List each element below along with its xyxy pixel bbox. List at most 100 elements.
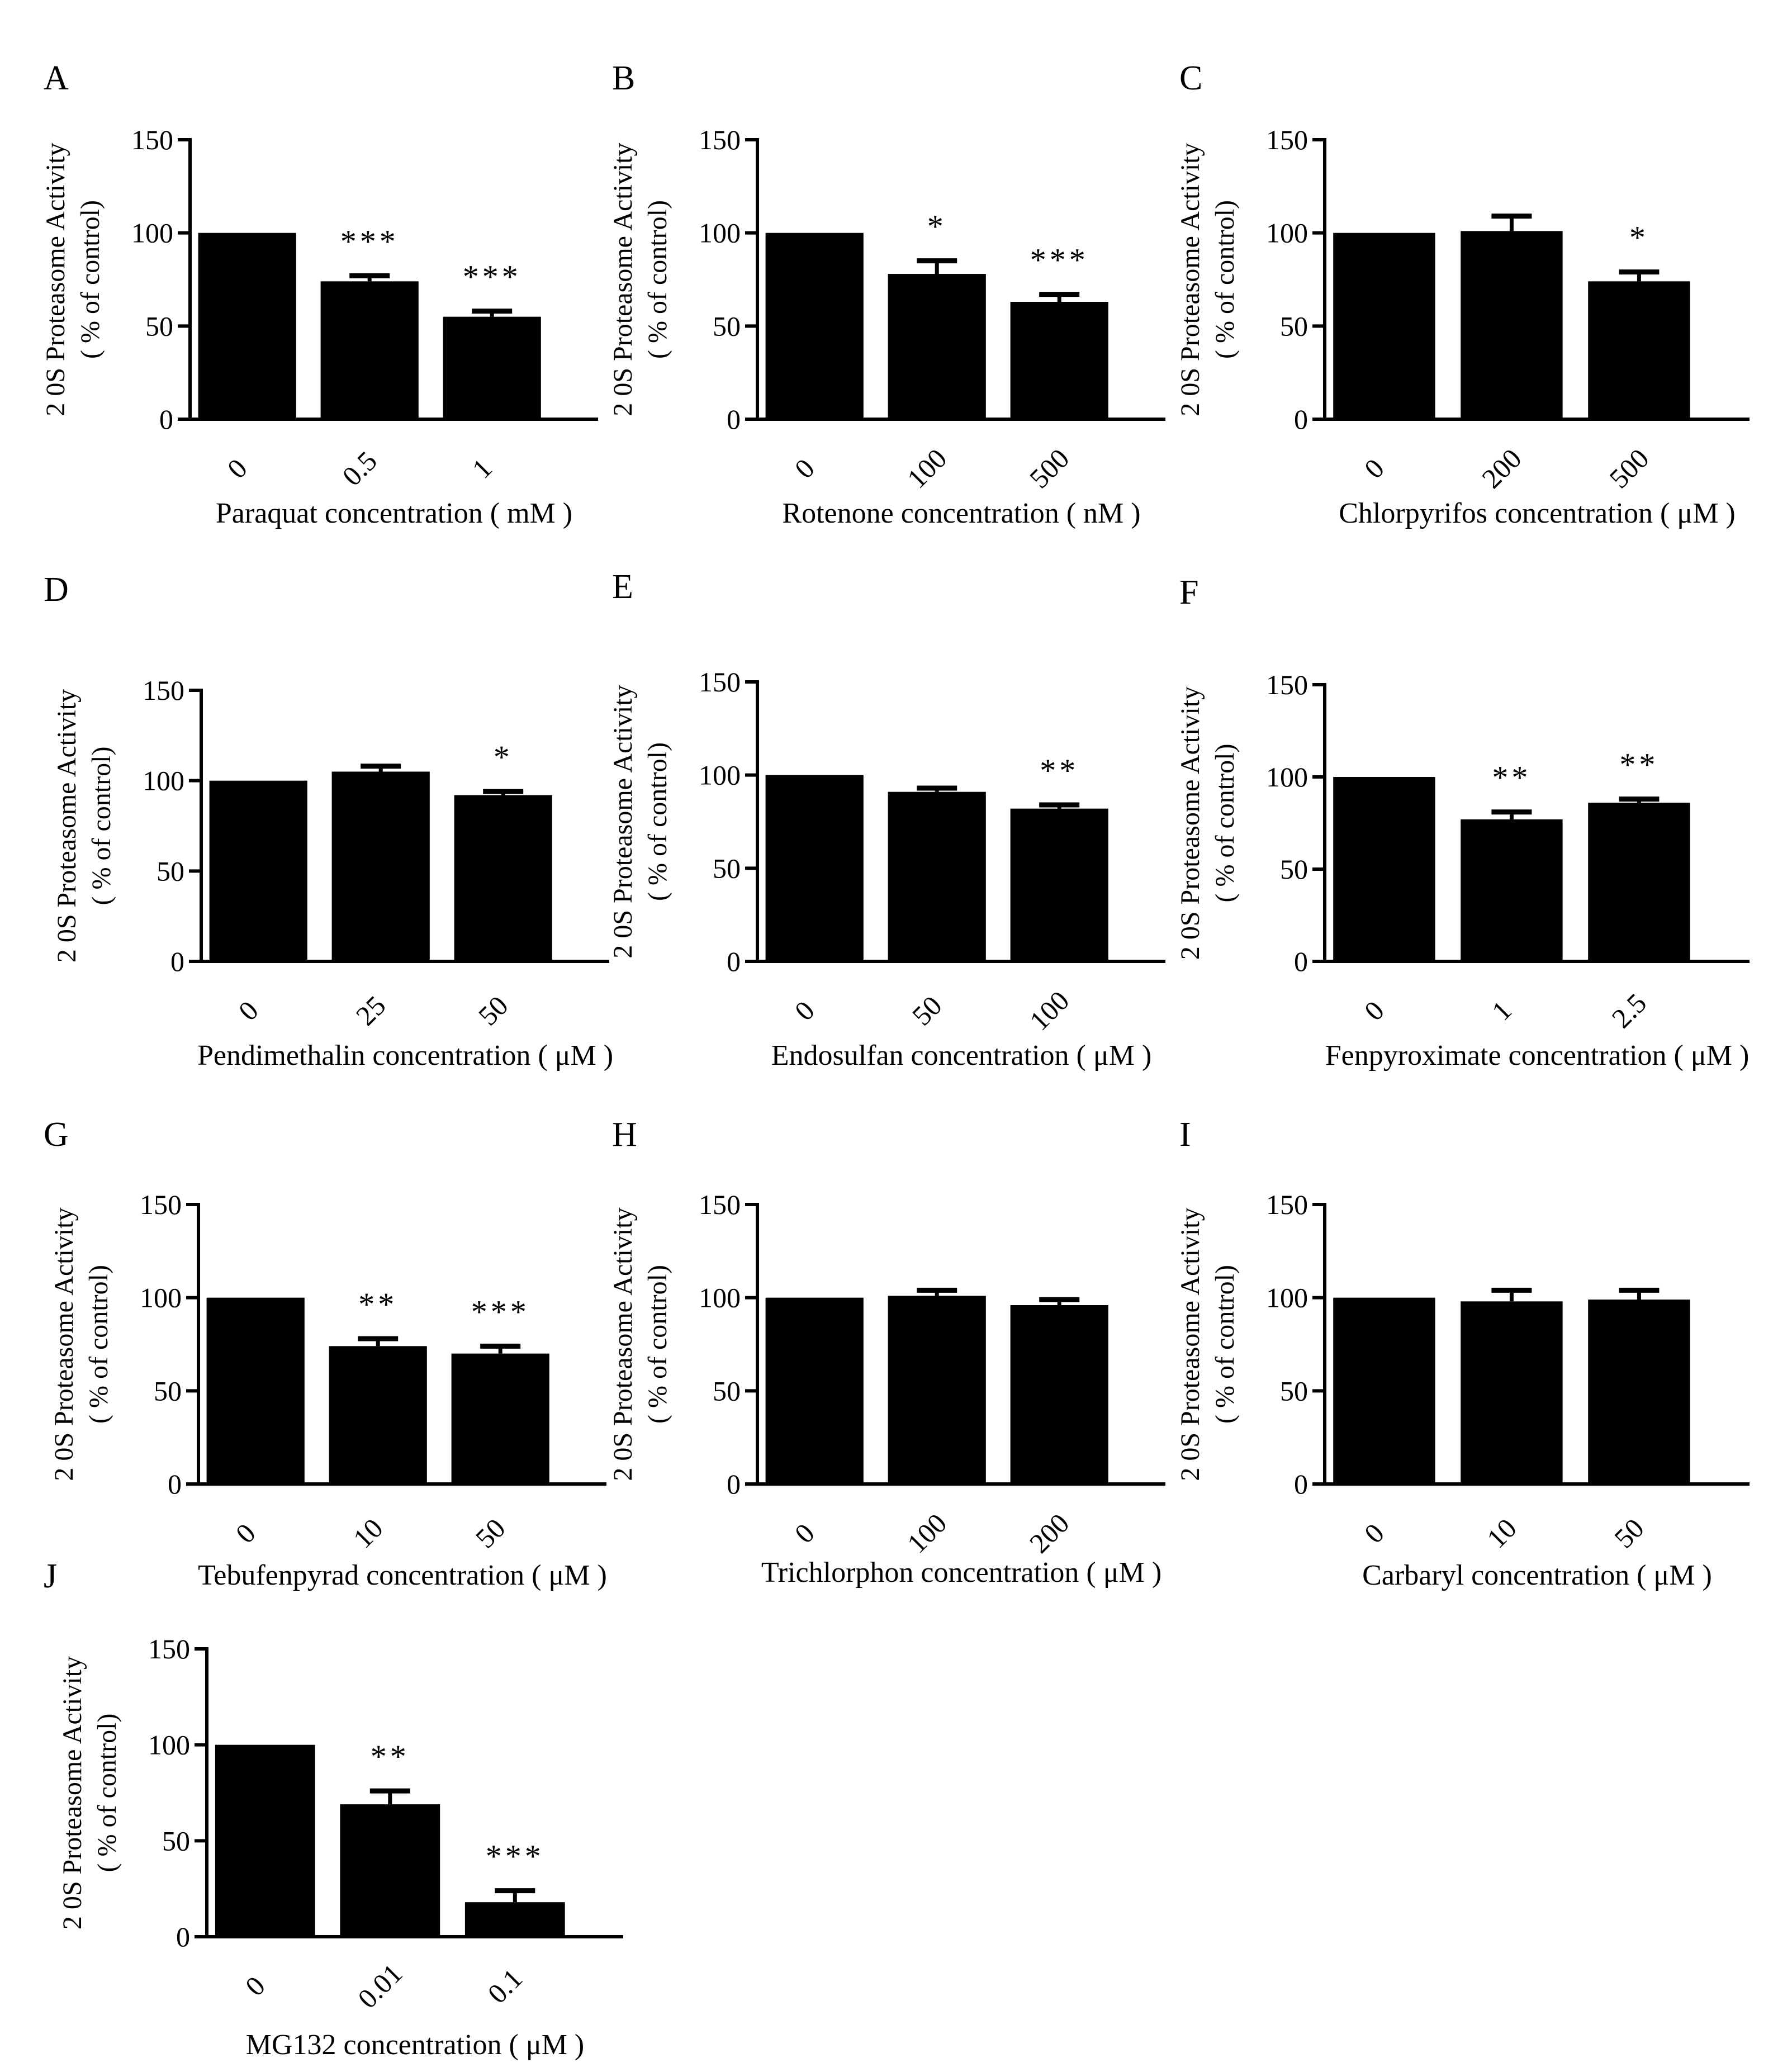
panel-i-category-label: 0 [1358, 1517, 1390, 1549]
panel-d-ytick-label: 100 [143, 765, 184, 796]
panel-j-ytick-label: 50 [162, 1825, 190, 1856]
panel-h-ytick-label: 150 [699, 1189, 741, 1220]
panel-i-category-label: 10 [1481, 1512, 1523, 1554]
panel-e-ytick-label: 0 [727, 946, 741, 977]
panel-j-category-label: 0 [239, 1970, 271, 2002]
panel-e-ytick-label: 100 [699, 760, 741, 791]
panel-g-ytick-label: 50 [154, 1375, 182, 1406]
panel-h-category-label: 100 [901, 1507, 953, 1559]
panel-e-letter: E [612, 568, 633, 606]
panel-e-bar-50 [888, 791, 986, 961]
panel-a-bar-0.5 [320, 281, 419, 419]
panel-c-category-label: 500 [1603, 443, 1655, 495]
panel-i-ylabel-line1: 2 0S Proteasome Activity [1175, 1207, 1205, 1481]
panel-e-ylabel-line1: 2 0S Proteasome Activity [608, 685, 638, 958]
panel-e: E 0 50 100 150 2 0S Proteasome Activity( % of… [608, 568, 1165, 1071]
panel-j-category-label: 0.1 [481, 1962, 528, 2009]
panel-b-significance-mark: * [927, 208, 947, 245]
panel-j-category-label: 0.01 [352, 1957, 408, 2014]
panel-h-ytick-label: 50 [713, 1375, 741, 1406]
panel-b-category-label: 100 [901, 443, 953, 495]
panel-b-bar-500 [1010, 302, 1108, 419]
panel-g-ytick-label: 100 [140, 1282, 182, 1314]
panel-f-ylabel-line1: 2 0S Proteasome Activity [1175, 686, 1205, 960]
panel-f-category-label: 0 [1358, 994, 1390, 1026]
panel-g-category-label: 50 [470, 1512, 511, 1554]
panel-d-significance-mark: * [494, 739, 513, 775]
panel-g-category-label: 0 [230, 1517, 262, 1549]
panel-a-ytick-label: 50 [145, 310, 173, 342]
panel-b-xlabel: Rotenone concentration ( nM ) [782, 497, 1140, 529]
panel-e-significance-mark: ** [1040, 752, 1079, 789]
panel-e-ytick-label: 150 [699, 666, 741, 698]
panel-h-category-label: 200 [1023, 1507, 1075, 1559]
panel-g-category-label: 10 [347, 1512, 389, 1554]
panel-d: D 0 50 100 150 2 0S Proteasome Activity( % of… [44, 571, 613, 1071]
panel-i-bar-10 [1461, 1301, 1563, 1484]
panel-f-ylabel-line2: ( % of control) [1210, 744, 1240, 903]
panel-a-ytick-label: 100 [131, 217, 173, 249]
panel-i-ytick-label: 150 [1266, 1189, 1308, 1220]
panel-g-xlabel: Tebufenpyrad concentration ( μM ) [198, 1559, 607, 1591]
panel-b-bar-100 [888, 274, 986, 419]
panel-a-ytick-label: 0 [159, 404, 173, 435]
panel-a-bar-0 [198, 233, 296, 419]
panel-e-ytick-label: 50 [713, 852, 741, 884]
panel-e-bar-0 [765, 775, 864, 961]
panel-a-xlabel: Paraquat concentration ( mM ) [216, 497, 572, 529]
panel-a-ylabel-line1: 2 0S Proteasome Activity [41, 143, 70, 416]
panel-c-bar-0 [1333, 233, 1435, 419]
panel-c-ylabel-line1: 2 0S Proteasome Activity [1175, 143, 1205, 416]
panel-f-significance-mark: ** [1619, 747, 1658, 783]
panel-c-category-label: 200 [1476, 443, 1528, 495]
panel-a-significance-mark: *** [463, 259, 522, 295]
panel-b-ytick-label: 150 [699, 124, 741, 155]
panel-f-xlabel: Fenpyroximate concentration ( μM ) [1325, 1040, 1750, 1071]
panel-b-bar-0 [765, 233, 864, 419]
panel-e-category-label: 50 [906, 990, 948, 1032]
panel-d-ylabel-line1: 2 0S Proteasome Activity [52, 689, 82, 962]
panel-d-bar-25 [331, 771, 430, 961]
panel-a: A 0 50 100 150 2 0S Proteasome Activity( % of… [41, 59, 598, 529]
panel-b-ytick-label: 0 [727, 404, 741, 435]
panel-b-letter: B [612, 59, 635, 97]
panel-i-xlabel: Carbaryl concentration ( μM ) [1362, 1559, 1712, 1591]
panel-c-ytick-label: 100 [1266, 217, 1308, 249]
panel-a-category-label: 0 [221, 452, 253, 484]
panel-c-category-label: 0 [1358, 452, 1390, 484]
panel-d-category-label: 50 [472, 990, 514, 1032]
panel-a-bar-1 [443, 316, 541, 419]
panel-f-ytick-label: 100 [1266, 761, 1308, 793]
panel-f-bar-0 [1333, 777, 1435, 961]
panel-d-ylabel-line2: ( % of control) [87, 747, 116, 905]
panel-g-letter: G [44, 1116, 69, 1154]
panel-b-significance-mark: *** [1030, 242, 1089, 278]
panel-j-letter: J [44, 1557, 57, 1595]
panel-j: J 0 50 100 150 2 0S Proteasome Activity( % of… [44, 1557, 623, 2061]
panel-i-ytick-label: 0 [1294, 1468, 1308, 1500]
panel-d-bar-50 [454, 795, 552, 961]
panel-i-ytick-label: 100 [1266, 1282, 1308, 1314]
panel-j-xlabel: MG132 concentration ( μM ) [246, 2029, 585, 2061]
panel-a-letter: A [44, 59, 69, 97]
panel-g-ylabel-line2: ( % of control) [84, 1265, 113, 1424]
panel-b-category-label: 500 [1023, 443, 1075, 495]
panel-j-ytick-label: 0 [176, 1921, 190, 1952]
panel-a-category-label: 1 [466, 452, 498, 484]
panel-f-ytick-label: 0 [1294, 946, 1308, 977]
panel-i-letter: I [1179, 1116, 1191, 1154]
panel-j-ytick-label: 150 [148, 1633, 190, 1665]
panel-c-significance-mark: * [1629, 220, 1649, 256]
panel-g-bar-0 [206, 1297, 305, 1484]
panel-b-ytick-label: 50 [713, 310, 741, 342]
panel-g-ylabel-line1: 2 0S Proteasome Activity [49, 1207, 79, 1481]
panel-h-ylabel-line2: ( % of control) [643, 1265, 672, 1424]
panel-c-ytick-label: 50 [1280, 310, 1308, 342]
panel-f-category-label: 2.5 [1605, 987, 1652, 1034]
panel-e-xlabel: Endosulfan concentration ( μM ) [771, 1040, 1152, 1071]
panel-h-ytick-label: 100 [699, 1282, 741, 1314]
panel-f-significance-mark: ** [1492, 760, 1531, 796]
panel-c-ylabel-line2: ( % of control) [1210, 200, 1240, 359]
panel-f-letter: F [1179, 573, 1198, 611]
